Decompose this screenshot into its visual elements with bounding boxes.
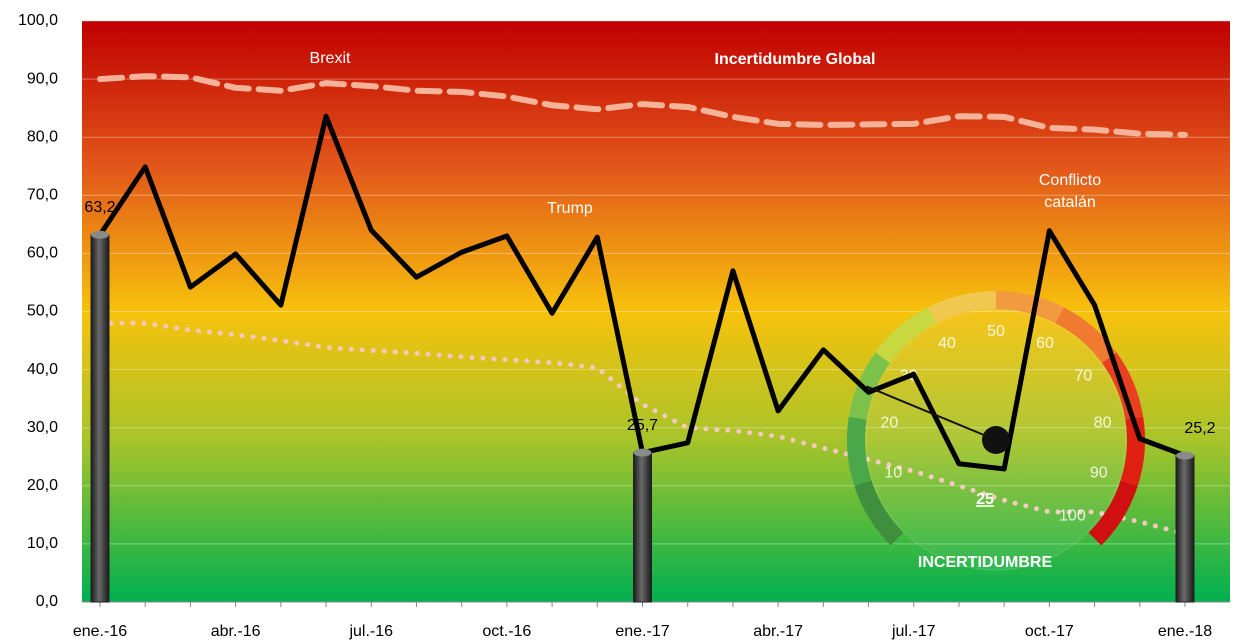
annotation: Trump — [530, 200, 610, 218]
x-tick-label: abr.-17 — [753, 623, 803, 640]
data-label: 25,7 — [627, 417, 658, 434]
gauge-tick-label: 100 — [1059, 508, 1086, 525]
gauge-tick-label: 10 — [884, 465, 902, 482]
x-tick-label: jul.-17 — [891, 623, 936, 640]
data-label: 25,2 — [1184, 420, 1215, 437]
annotation: Conflicto catalán — [1020, 170, 1120, 214]
page: {"chart_data": {"type": "line", "title":… — [0, 0, 1251, 644]
y-tick-label: 90,0 — [27, 70, 58, 87]
bar-cap — [1176, 452, 1194, 460]
gauge-tick-label: 60 — [1036, 335, 1054, 352]
y-tick-label: 20,0 — [27, 477, 58, 494]
chart-title: Incertidumbre Global — [715, 51, 876, 68]
y-tick-label: 100,0 — [18, 12, 58, 29]
x-tick-label: ene.-16 — [73, 623, 127, 640]
gauge-value: 25 — [976, 491, 994, 508]
data-label: 63,2 — [84, 199, 115, 216]
gauge-hub — [982, 426, 1010, 454]
y-tick-label: 30,0 — [27, 419, 58, 436]
y-tick-label: 10,0 — [27, 535, 58, 552]
gauge-tick-label: 40 — [938, 335, 956, 352]
y-tick-label: 0,0 — [36, 593, 58, 610]
bar — [91, 235, 109, 602]
bar-cap — [634, 449, 652, 457]
annotation: Brexit — [290, 50, 370, 68]
y-tick-label: 50,0 — [27, 303, 58, 320]
y-tick-label: 70,0 — [27, 187, 58, 204]
gauge-tick-label: 80 — [1094, 414, 1112, 431]
x-tick-label: oct.-16 — [482, 623, 531, 640]
x-tick-label: oct.-17 — [1025, 623, 1074, 640]
bar-cap — [91, 231, 109, 239]
x-tick-label: ene.-17 — [615, 623, 669, 640]
gauge-tick-label: 50 — [987, 323, 1005, 340]
x-tick-label: abr.-16 — [211, 623, 261, 640]
y-tick-label: 80,0 — [27, 128, 58, 145]
x-tick-label: jul.-16 — [348, 623, 393, 640]
bar — [1176, 456, 1194, 602]
gauge-tick-label: 70 — [1074, 368, 1092, 385]
chart: Incertidumbre Global 0,0 10,0 20,0 30,0 40,0… — [0, 0, 1251, 644]
gauge-tick-label: 90 — [1090, 465, 1108, 482]
x-tick-label: ene.-18 — [1158, 623, 1212, 640]
gauge-label: INCERTIDUMBRE — [918, 554, 1053, 571]
gauge-arc — [856, 418, 863, 483]
gauge-tick-label: 20 — [880, 414, 898, 431]
y-tick-label: 40,0 — [27, 361, 58, 378]
y-tick-label: 60,0 — [27, 245, 58, 262]
bar — [634, 453, 652, 602]
